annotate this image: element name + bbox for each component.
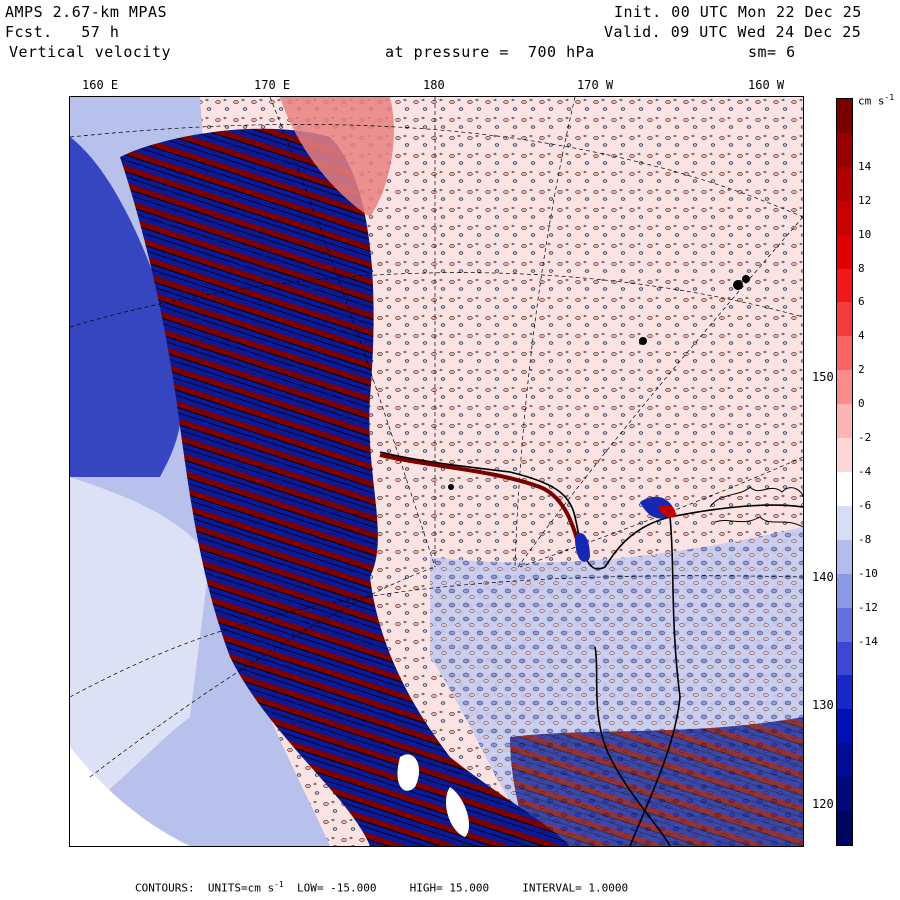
blank-gap	[445, 787, 470, 837]
colorbar-segment	[837, 99, 852, 134]
colorbar-label: 2	[858, 363, 865, 377]
colorbar-label: -14	[858, 634, 878, 648]
colorbar	[836, 98, 853, 846]
footer-units: UNITS=cm s	[207, 881, 275, 895]
colorbar-label: 0	[858, 397, 865, 411]
colorbar-segment	[837, 641, 852, 676]
pressure-value: 700 hPa	[527, 43, 595, 61]
colorbar-segment	[837, 438, 852, 473]
positive-plume-top	[280, 97, 394, 217]
couplet-positive	[658, 505, 676, 518]
forecast-hour: Fcst. 57 h	[5, 23, 119, 41]
dark-cell	[639, 337, 647, 345]
forecast-label: Fcst.	[5, 23, 53, 41]
colorbar-units-exp: -1	[884, 93, 895, 102]
lon-tick-160w: 160 W	[748, 78, 785, 92]
colorbar-segment	[837, 811, 852, 846]
trough-negative	[575, 533, 590, 562]
station-marker	[448, 484, 454, 490]
colorbar-segment	[837, 302, 852, 337]
init-time: Init. 00 UTC Mon 22 Dec 25	[614, 3, 862, 21]
coastline	[379, 451, 803, 846]
colorbar-label: -6	[858, 498, 872, 512]
pressure-level: at pressure = 700 hPa	[385, 43, 595, 61]
coast-detail	[709, 486, 803, 528]
smoothing-label: sm= 6	[748, 43, 796, 61]
footer-units-exp: -1	[274, 880, 284, 889]
pressure-label: at pressure =	[385, 43, 509, 61]
model-title: AMPS 2.67-km MPAS	[5, 3, 168, 21]
colorbar-segment	[837, 132, 852, 168]
lon-tick-170w: 170 W	[577, 78, 614, 92]
colorbar-segment	[837, 743, 852, 778]
colorbar-segment	[837, 675, 852, 710]
colorbar-label: 10	[858, 227, 872, 241]
lon-tick-160e: 160 E	[82, 78, 119, 92]
colorbar-segment	[837, 505, 852, 541]
colorbar-label: -10	[858, 566, 878, 580]
colorbar-label: 4	[858, 329, 865, 343]
footer-interval: INTERVAL= 1.0000	[522, 881, 629, 895]
colorbar-segment	[837, 607, 852, 643]
colorbar-label: 14	[858, 159, 872, 173]
velocity-field-map	[70, 97, 803, 846]
colorbar-label: -8	[858, 532, 872, 546]
colorbar-segment	[837, 200, 852, 236]
western-light-region	[70, 477, 210, 817]
graticule	[70, 97, 803, 778]
colorbar-segment	[837, 777, 852, 812]
colorbar-units: cm s-1	[858, 93, 894, 108]
colorbar-segment	[837, 472, 852, 507]
blank-gap	[397, 754, 420, 791]
colorbar-label: -12	[858, 600, 878, 614]
west-dark-negative	[70, 137, 183, 477]
colorbar-label: -4	[858, 465, 872, 478]
colorbar-units-text: cm s	[858, 94, 885, 108]
colorbar-segment	[837, 336, 852, 371]
colorbar-segment	[837, 539, 852, 575]
dark-cell	[742, 275, 750, 283]
forecast-value: 57 h	[81, 23, 120, 41]
field-name: Vertical velocity	[9, 43, 172, 61]
bottom-left-blank	[70, 747, 190, 846]
colorbar-segment	[837, 166, 852, 202]
colorbar-segment	[837, 573, 852, 609]
colorbar-segment	[837, 370, 852, 405]
gravity-wave-band	[120, 128, 570, 846]
ross-island-ridge	[379, 453, 584, 560]
colorbar-segment	[837, 268, 852, 303]
map-panel	[69, 96, 804, 847]
colorbar-segment	[837, 709, 852, 744]
footer-contours: CONTOURS: UNITS=cm s-1 LOW= -15.000 HIGH…	[135, 880, 628, 895]
colorbar-label: -2	[858, 431, 872, 445]
colorbar-label: 6	[858, 295, 865, 309]
colorbar-label: 12	[858, 193, 872, 207]
colorbar-segment	[837, 234, 852, 270]
dark-cell	[733, 280, 743, 290]
footer-low: LOW= -15.000	[296, 881, 377, 895]
footer-contours-label: CONTOURS:	[135, 881, 195, 895]
lon-tick-170e: 170 E	[254, 78, 291, 92]
lon-tick-180: 180	[423, 78, 445, 92]
footer-high: HIGH= 15.000	[409, 881, 490, 895]
colorbar-label: 8	[858, 261, 865, 275]
colorbar-segment	[837, 404, 852, 439]
valid-time: Valid. 09 UTC Wed 24 Dec 25	[604, 23, 862, 41]
